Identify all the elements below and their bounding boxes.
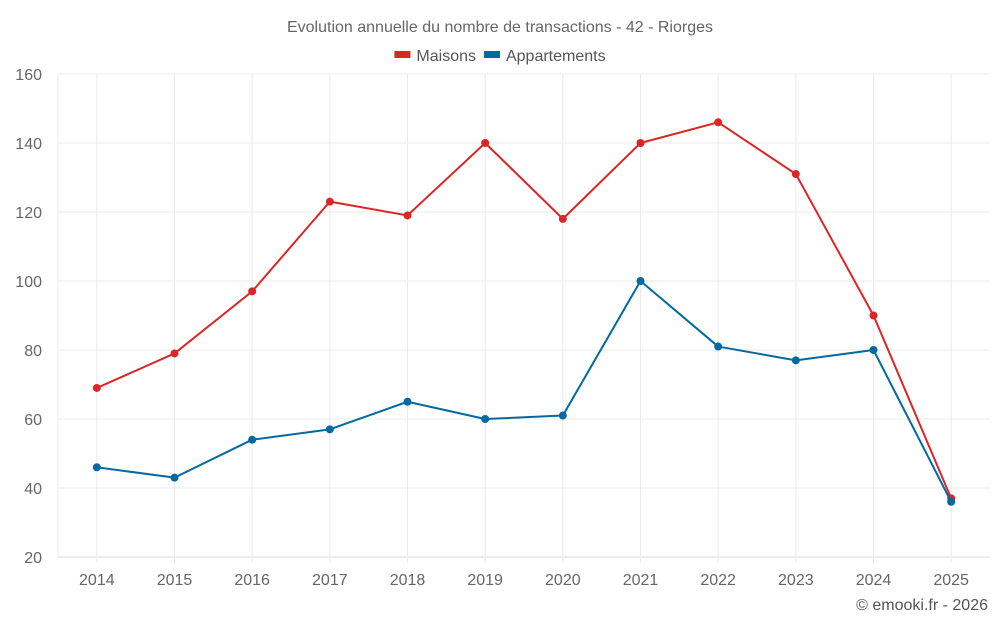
credit-text: © emooki.fr - 2026 [856, 597, 988, 614]
data-point [403, 397, 412, 406]
legend-label: Appartements [506, 48, 606, 65]
data-point [636, 277, 645, 285]
x-tick-label: 2023 [778, 572, 814, 589]
series-layer [92, 118, 956, 506]
data-point [558, 214, 567, 223]
x-tick-label: 2018 [390, 572, 426, 589]
data-point [481, 415, 490, 423]
y-tick-label: 160 [15, 67, 42, 84]
y-tick-label: 40 [24, 481, 42, 498]
data-point [791, 356, 800, 365]
data-point [92, 463, 101, 472]
x-tick-label: 2025 [933, 572, 969, 589]
data-point [92, 383, 101, 392]
y-tick-label: 120 [15, 205, 42, 222]
data-point [248, 435, 257, 444]
x-tick-label: 2024 [856, 572, 892, 589]
series-line [96, 121, 953, 499]
series-appartements [92, 277, 956, 506]
x-tick-label: 2016 [234, 572, 270, 589]
data-point [403, 211, 412, 220]
y-tick-label: 80 [24, 343, 42, 360]
data-point [481, 139, 490, 147]
chart-title: Evolution annuelle du nombre de transact… [287, 19, 713, 36]
legend-label: Maisons [416, 48, 476, 65]
data-point [636, 139, 645, 147]
data-point [170, 349, 179, 358]
x-tick-label: 2021 [623, 572, 659, 589]
x-axis: 2014 2015 2016 2017 2018 2019 2020 2021 2022 2023… [79, 572, 969, 589]
legend: Maisons Appartements [394, 48, 606, 65]
data-point [325, 425, 334, 434]
y-axis: 20 40 60 80 100 120 140 160 [15, 67, 42, 567]
x-tick-label: 2014 [79, 572, 115, 589]
data-point [248, 287, 257, 296]
y-tick-label: 140 [15, 136, 42, 153]
data-point [947, 497, 956, 506]
x-tick-label: 2022 [700, 572, 736, 589]
y-tick-label: 100 [15, 274, 42, 291]
y-tick-label: 20 [24, 550, 42, 567]
data-point [869, 346, 878, 354]
x-tick-label: 2020 [545, 572, 581, 589]
data-point [714, 118, 723, 127]
data-point [869, 311, 878, 320]
x-tick-label: 2015 [157, 572, 193, 589]
series-maisons [92, 118, 956, 503]
data-point [714, 342, 723, 351]
data-point [791, 170, 800, 179]
legend-swatch [483, 51, 500, 58]
legend-swatch [394, 51, 411, 58]
x-tick-label: 2017 [312, 572, 348, 589]
x-tick-label: 2019 [467, 572, 503, 589]
y-tick-label: 60 [24, 412, 42, 429]
data-point [558, 411, 567, 420]
series-line [96, 280, 953, 503]
data-point [170, 473, 179, 482]
gridlines [57, 73, 990, 563]
data-point [325, 197, 334, 206]
